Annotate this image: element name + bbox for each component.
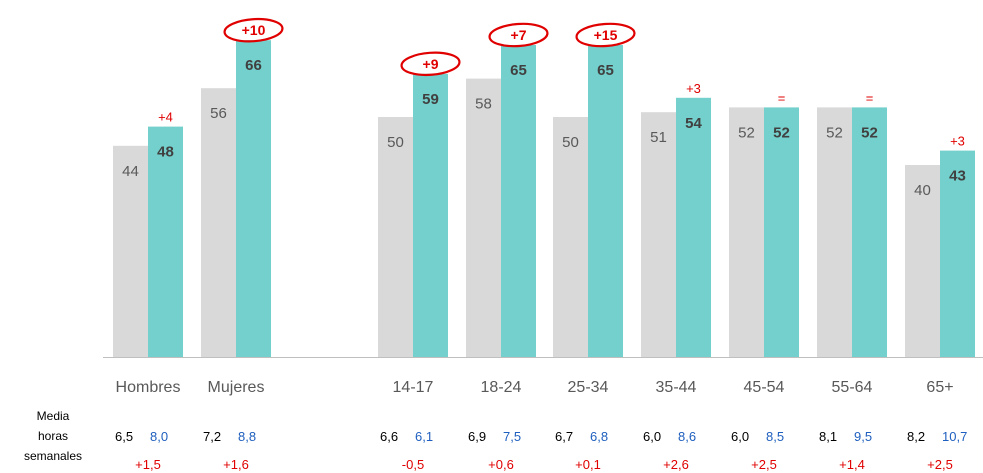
bar-current-45-54 (764, 107, 799, 358)
labels-layer: 44 48 +4 Hombres 56 66 +10 Mujeres 50 59 +9 14-17 58… (116, 17, 966, 396)
bars-layer (113, 40, 975, 358)
hours-change-45-54: +2,5 (751, 457, 777, 472)
hours-change-Mujeres: +1,6 (223, 457, 249, 472)
hours-label-line-2: horas (38, 429, 68, 443)
change-label-Hombres: +4 (158, 110, 173, 125)
hours-change-18-24: +0,6 (488, 457, 514, 472)
hours-table: Media horas semanales 6,5 8,0 +1,5 7,2 8,8 +1… (24, 409, 967, 472)
value-label-previous-14-17: 50 (387, 134, 404, 151)
bar-current-35-44 (676, 97, 711, 358)
hours-current-25-34: 6,8 (590, 429, 608, 444)
value-label-current-18-24: 65 (510, 62, 527, 79)
value-label-current-25-34: 65 (597, 62, 614, 79)
bar-current-65+ (940, 150, 975, 357)
value-label-previous-55-64: 52 (826, 124, 843, 141)
bar-current-Hombres (148, 126, 183, 357)
hours-current-14-17: 6,1 (415, 429, 433, 444)
hours-change-55-64: +1,4 (839, 457, 865, 472)
value-label-current-Mujeres: 66 (245, 57, 262, 74)
highlight-circle-18-24 (488, 22, 549, 48)
value-label-current-45-54: 52 (773, 124, 790, 141)
change-label-45-54: = (778, 90, 786, 105)
hours-current-55-64: 9,5 (854, 429, 872, 444)
hours-current-Hombres: 8,0 (150, 429, 168, 444)
category-label-55-64: 55-64 (832, 379, 873, 396)
bar-current-14-17 (413, 73, 448, 358)
hours-previous-25-34: 6,7 (555, 429, 573, 444)
bar-current-55-64 (852, 107, 887, 358)
hours-previous-Mujeres: 7,2 (203, 429, 221, 444)
hours-previous-35-44: 6,0 (643, 429, 661, 444)
hours-change-14-17: -0,5 (402, 457, 424, 472)
change-label-35-44: +3 (686, 81, 701, 96)
category-label-14-17: 14-17 (393, 379, 434, 396)
hours-change-25-34: +0,1 (575, 457, 601, 472)
change-label-14-17: +9 (423, 56, 439, 72)
hours-change-65+: +2,5 (927, 457, 953, 472)
value-label-current-55-64: 52 (861, 124, 878, 141)
bar-previous-18-24 (466, 78, 501, 357)
bar-previous-45-54 (729, 107, 764, 358)
change-label-Mujeres: +10 (242, 22, 266, 38)
bar-current-18-24 (501, 45, 536, 357)
hours-previous-18-24: 6,9 (468, 429, 486, 444)
change-label-55-64: = (866, 90, 874, 105)
hours-previous-Hombres: 6,5 (115, 429, 133, 444)
category-label-45-54: 45-54 (744, 379, 785, 396)
value-label-current-14-17: 59 (422, 91, 439, 108)
value-label-current-65+: 43 (949, 168, 966, 185)
hours-change-35-44: +2,6 (663, 457, 689, 472)
hours-previous-14-17: 6,6 (380, 429, 398, 444)
value-label-previous-18-24: 58 (475, 96, 492, 113)
value-label-current-Hombres: 48 (157, 144, 174, 161)
hours-current-65+: 10,7 (942, 429, 967, 444)
bar-previous-35-44 (641, 112, 676, 357)
value-label-previous-Mujeres: 56 (210, 105, 227, 122)
value-label-previous-35-44: 51 (650, 129, 667, 146)
hours-current-18-24: 7,5 (503, 429, 521, 444)
hours-label-line-1: Media (37, 409, 70, 423)
bar-current-Mujeres (236, 40, 271, 357)
hours-change-Hombres: +1,5 (135, 457, 161, 472)
change-label-25-34: +15 (594, 27, 618, 43)
category-label-65+: 65+ (926, 379, 953, 396)
hours-previous-65+: 8,2 (907, 429, 925, 444)
bar-previous-55-64 (817, 107, 852, 358)
hours-current-45-54: 8,5 (766, 429, 784, 444)
value-label-previous-25-34: 50 (562, 134, 579, 151)
bar-previous-Mujeres (201, 88, 236, 357)
hours-current-Mujeres: 8,8 (238, 429, 256, 444)
hours-current-35-44: 8,6 (678, 429, 696, 444)
highlight-circle-25-34 (575, 22, 636, 48)
bar-previous-25-34 (553, 117, 588, 357)
hours-previous-45-54: 6,0 (731, 429, 749, 444)
category-label-Mujeres: Mujeres (208, 379, 265, 396)
change-label-18-24: +7 (511, 27, 527, 43)
value-label-previous-45-54: 52 (738, 124, 755, 141)
hours-label-line-3: semanales (24, 449, 82, 463)
category-label-35-44: 35-44 (656, 379, 697, 396)
bar-previous-65+ (905, 165, 940, 357)
value-label-previous-65+: 40 (914, 182, 931, 199)
category-label-25-34: 25-34 (568, 379, 609, 396)
highlight-circle-Mujeres (223, 17, 284, 43)
highlight-circle-14-17 (400, 51, 461, 77)
hours-previous-55-64: 8,1 (819, 429, 837, 444)
category-label-Hombres: Hombres (116, 379, 181, 396)
bar-current-25-34 (588, 45, 623, 357)
bar-previous-Hombres (113, 145, 148, 357)
bar-previous-14-17 (378, 117, 413, 357)
category-label-18-24: 18-24 (481, 379, 522, 396)
value-label-previous-Hombres: 44 (122, 163, 139, 180)
value-label-current-35-44: 54 (685, 115, 702, 132)
change-label-65+: +3 (950, 134, 965, 149)
